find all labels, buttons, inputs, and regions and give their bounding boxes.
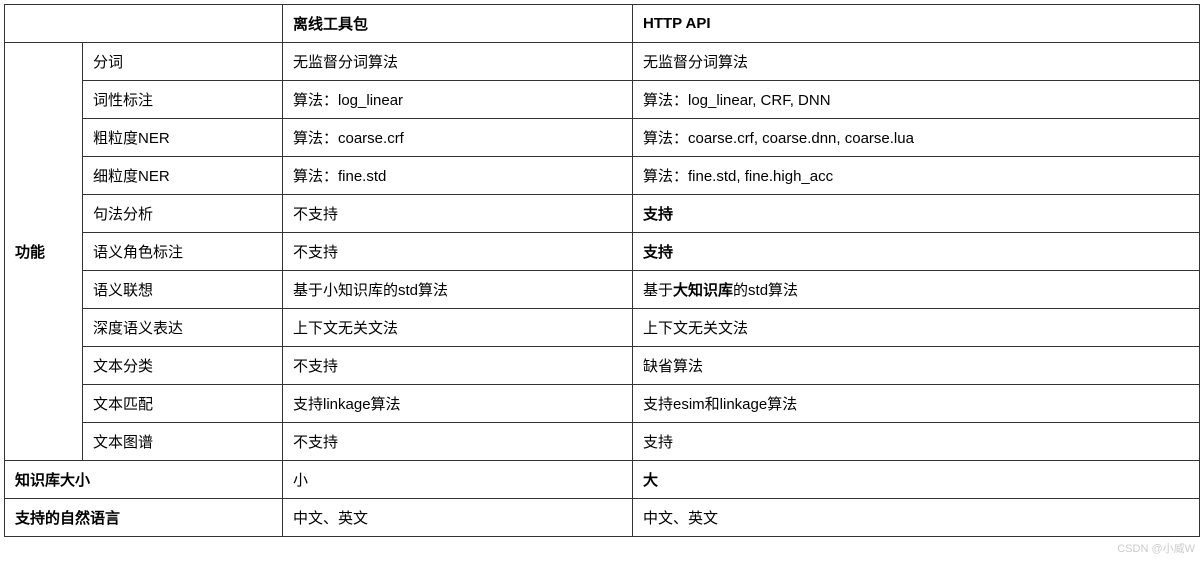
- comparison-table: 离线工具包 HTTP API 功能分词无监督分词算法无监督分词算法词性标注算法：…: [4, 4, 1200, 537]
- header-api: HTTP API: [633, 5, 1200, 43]
- header-empty: [5, 5, 283, 43]
- api-cell: 支持: [633, 195, 1200, 233]
- group-label: 支持的自然语言: [5, 499, 283, 537]
- group-label: 知识库大小: [5, 461, 283, 499]
- table-row: 文本分类不支持缺省算法: [5, 347, 1200, 385]
- feature-cell: 文本图谱: [83, 423, 283, 461]
- table-row: 句法分析不支持支持: [5, 195, 1200, 233]
- feature-cell: 句法分析: [83, 195, 283, 233]
- offline-cell: 小: [283, 461, 633, 499]
- table-row: 语义角色标注不支持支持: [5, 233, 1200, 271]
- table-row: 文本匹配支持linkage算法支持esim和linkage算法: [5, 385, 1200, 423]
- group-label: 功能: [5, 43, 83, 461]
- table-body: 功能分词无监督分词算法无监督分词算法词性标注算法：log_linear算法：lo…: [5, 43, 1200, 537]
- offline-cell: 支持linkage算法: [283, 385, 633, 423]
- table-row: 语义联想基于小知识库的std算法基于大知识库的std算法: [5, 271, 1200, 309]
- offline-cell: 中文、英文: [283, 499, 633, 537]
- table-row: 文本图谱不支持支持: [5, 423, 1200, 461]
- api-cell: 基于大知识库的std算法: [633, 271, 1200, 309]
- table-row: 知识库大小小大: [5, 461, 1200, 499]
- watermark: CSDN @小威W: [1117, 540, 1195, 556]
- table-row: 细粒度NER算法：fine.std算法：fine.std, fine.high_…: [5, 157, 1200, 195]
- table-header-row: 离线工具包 HTTP API: [5, 5, 1200, 43]
- feature-cell: 文本分类: [83, 347, 283, 385]
- offline-cell: 基于小知识库的std算法: [283, 271, 633, 309]
- api-cell: 缺省算法: [633, 347, 1200, 385]
- table-row: 词性标注算法：log_linear算法：log_linear, CRF, DNN: [5, 81, 1200, 119]
- table-row: 深度语义表达上下文无关文法上下文无关文法: [5, 309, 1200, 347]
- offline-cell: 不支持: [283, 195, 633, 233]
- api-cell: 上下文无关文法: [633, 309, 1200, 347]
- feature-cell: 词性标注: [83, 81, 283, 119]
- api-cell: 支持esim和linkage算法: [633, 385, 1200, 423]
- table-row: 支持的自然语言中文、英文中文、英文: [5, 499, 1200, 537]
- feature-cell: 分词: [83, 43, 283, 81]
- offline-cell: 不支持: [283, 347, 633, 385]
- feature-cell: 语义联想: [83, 271, 283, 309]
- table-row: 粗粒度NER算法：coarse.crf算法：coarse.crf, coarse…: [5, 119, 1200, 157]
- feature-cell: 粗粒度NER: [83, 119, 283, 157]
- offline-cell: 算法：coarse.crf: [283, 119, 633, 157]
- feature-cell: 深度语义表达: [83, 309, 283, 347]
- api-cell: 支持: [633, 233, 1200, 271]
- api-cell: 中文、英文: [633, 499, 1200, 537]
- feature-cell: 文本匹配: [83, 385, 283, 423]
- offline-cell: 无监督分词算法: [283, 43, 633, 81]
- offline-cell: 算法：log_linear: [283, 81, 633, 119]
- offline-cell: 上下文无关文法: [283, 309, 633, 347]
- api-cell: 算法：coarse.crf, coarse.dnn, coarse.lua: [633, 119, 1200, 157]
- offline-cell: 不支持: [283, 423, 633, 461]
- feature-cell: 语义角色标注: [83, 233, 283, 271]
- offline-cell: 算法：fine.std: [283, 157, 633, 195]
- api-cell: 支持: [633, 423, 1200, 461]
- header-offline: 离线工具包: [283, 5, 633, 43]
- api-cell: 大: [633, 461, 1200, 499]
- api-cell: 算法：log_linear, CRF, DNN: [633, 81, 1200, 119]
- table-row: 功能分词无监督分词算法无监督分词算法: [5, 43, 1200, 81]
- feature-cell: 细粒度NER: [83, 157, 283, 195]
- api-cell: 算法：fine.std, fine.high_acc: [633, 157, 1200, 195]
- api-cell: 无监督分词算法: [633, 43, 1200, 81]
- offline-cell: 不支持: [283, 233, 633, 271]
